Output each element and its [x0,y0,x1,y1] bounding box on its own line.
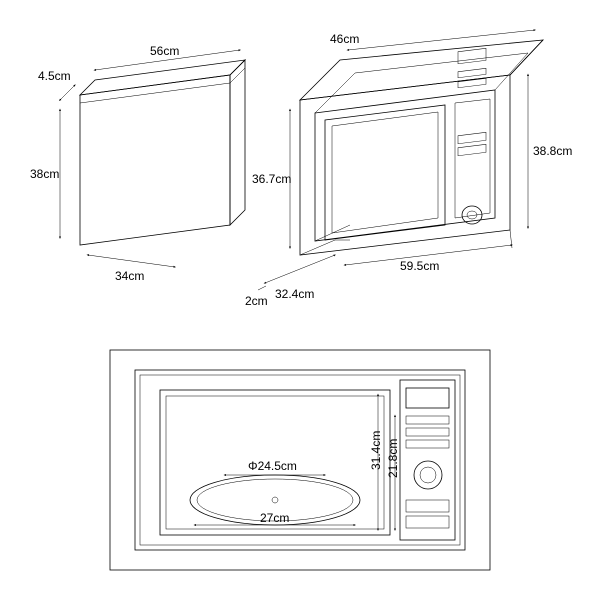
mw-front-width-label: 59.5cm [400,259,439,273]
mw-depth-label: 32.4cm [275,287,314,301]
cabinet-box: 4.5cm 56cm 38cm 34cm [30,44,245,283]
cabinet-depth-label: 4.5cm [38,69,71,83]
cavity-h2-label: 31.4cm [369,431,383,470]
microwave-iso: 46cm 36.7cm 38.8cm 59.5cm 32.4cm 2cm [245,30,572,308]
cabinet-bottom-label: 34cm [115,269,144,283]
cavity-width-label: 27cm [260,511,289,525]
turntable-dia-label: Φ24.5cm [248,459,297,473]
front-view: Φ24.5cm 27cm 21.8cm 31.4cm [110,350,490,570]
mw-top-width-label: 46cm [330,32,359,46]
mw-outer-height-label: 38.8cm [533,144,572,158]
mw-inner-height-label: 36.7cm [252,172,291,186]
technical-drawing: 4.5cm 56cm 38cm 34cm [0,0,600,600]
isometric-view: 4.5cm 56cm 38cm 34cm [30,30,572,308]
cabinet-height-label: 38cm [30,167,59,181]
mw-gap-label: 2cm [245,294,268,308]
cavity-h1-label: 21.8cm [386,439,400,478]
cabinet-width-label: 56cm [150,44,179,58]
